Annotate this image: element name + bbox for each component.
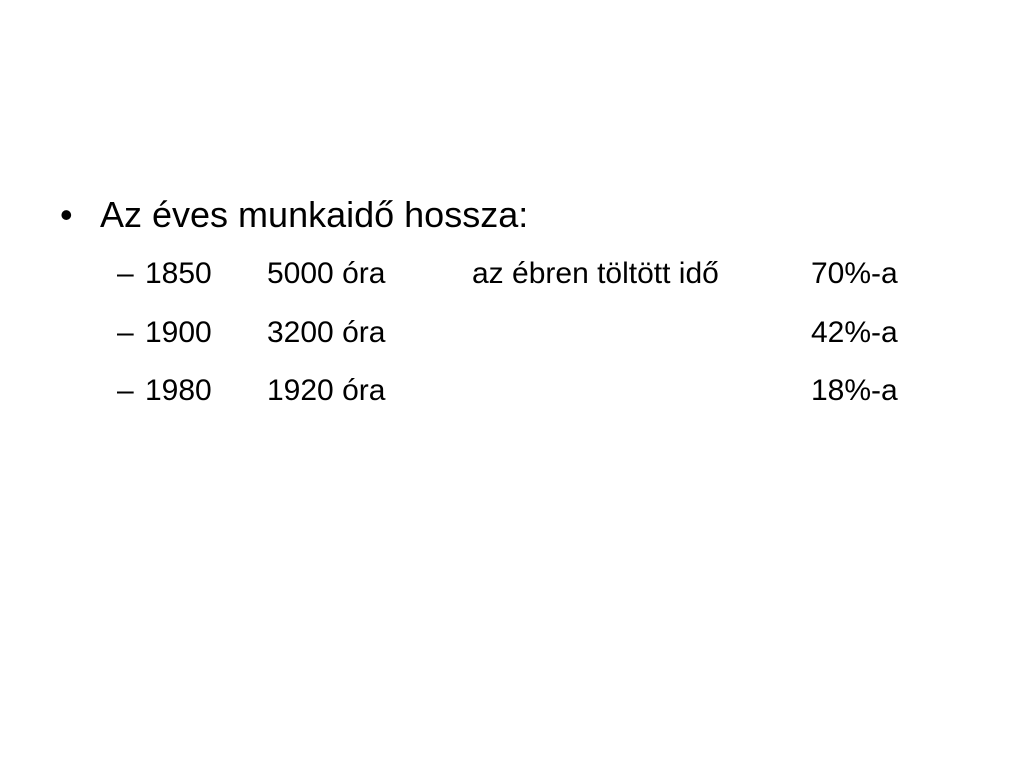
- hours: 1920 óra: [267, 374, 386, 407]
- dash-marker: –: [117, 374, 134, 407]
- hours: 3200 óra: [267, 316, 386, 349]
- percent: 42%-a: [811, 316, 898, 349]
- year: 1900: [145, 316, 212, 349]
- dash-marker: –: [117, 257, 134, 290]
- dash-marker: –: [117, 316, 134, 349]
- year: 1850: [145, 257, 212, 290]
- percent: 70%-a: [811, 257, 898, 290]
- bullet-marker: •: [60, 194, 73, 235]
- percent: 18%-a: [811, 374, 898, 407]
- note: az ébren töltött idő: [472, 257, 719, 290]
- hours: 5000 óra: [267, 257, 386, 290]
- bullet-heading: Az éves munkaidő hossza:: [100, 194, 529, 235]
- year: 1980: [145, 374, 212, 407]
